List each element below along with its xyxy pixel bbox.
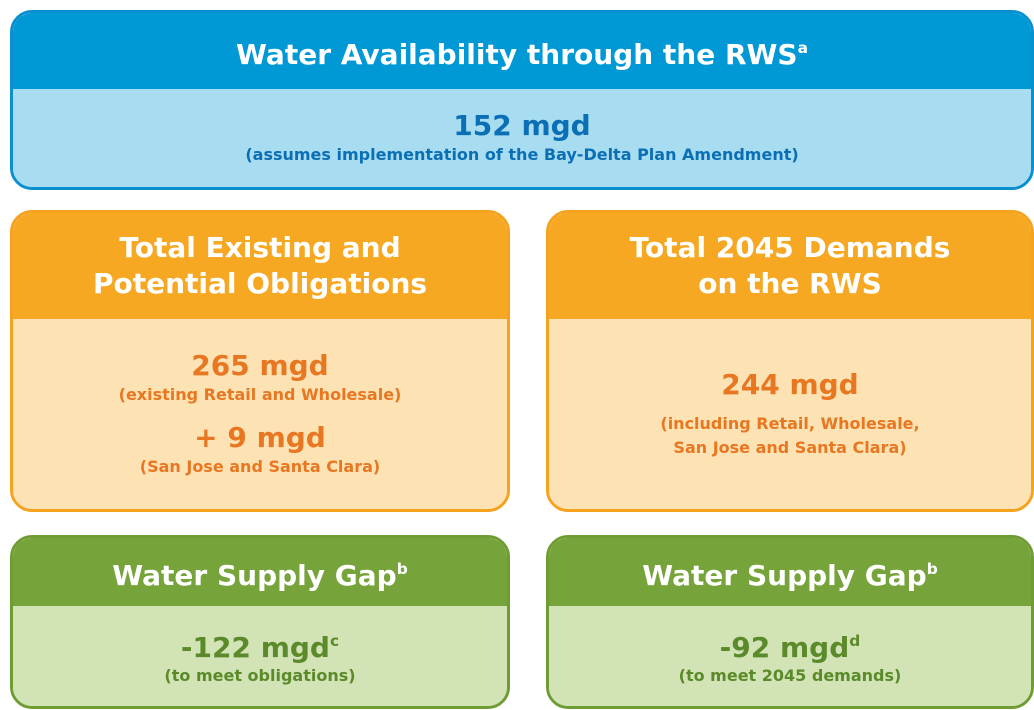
title-line: Potential Obligations [92, 267, 428, 300]
title-text: Water Supply Gap [112, 558, 397, 592]
value-text: -122 mgd [180, 630, 330, 664]
value: -122 mgdc [181, 624, 339, 665]
footnote: d [849, 631, 861, 650]
value: 152 mgd [453, 109, 591, 142]
content: 265 mgd (existing Retail and Wholesale) … [13, 319, 507, 509]
availability-box: Water Availability through the RWSa 152 … [10, 10, 1034, 190]
note: (San Jose and Santa Clara) [139, 457, 381, 476]
title: Water Supply Gapb [642, 551, 937, 594]
note: (assumes implementation of the Bay-Delta… [245, 145, 799, 164]
header: Water Availability through the RWSa [13, 13, 1031, 89]
footnote: b [926, 559, 938, 578]
content: -122 mgdc (to meet obligations) [13, 606, 507, 706]
header: Total 2045 Demands on the RWS [549, 213, 1031, 319]
header: Total Existing and Potential Obligations [13, 213, 507, 319]
note: (to meet 2045 demands) [678, 666, 902, 686]
content: -92 mgdd (to meet 2045 demands) [549, 606, 1031, 706]
note: San Jose and Santa Clara) [673, 438, 907, 457]
title: Water Supply Gapb [112, 551, 407, 594]
title-text: Water Supply Gap [642, 558, 927, 592]
header: Water Supply Gapb [13, 538, 507, 606]
obligations-box: Total Existing and Potential Obligations… [10, 210, 510, 512]
value: + 9 mgd [194, 421, 326, 454]
title-text: Water Availability through the RWS [236, 37, 798, 71]
gap-box: Water Supply Gapb -122 mgdc (to meet obl… [10, 535, 510, 709]
title-line: Total 2045 Demands [629, 231, 951, 264]
content: 244 mgd (including Retail, Wholesale, Sa… [549, 319, 1031, 509]
content: 152 mgd (assumes implementation of the B… [13, 89, 1031, 187]
value-text: -92 mgd [719, 630, 850, 664]
note: (existing Retail and Wholesale) [118, 385, 402, 404]
title-line: on the RWS [698, 267, 882, 300]
title-line: Total Existing and [119, 231, 401, 264]
gap-box: Water Supply Gapb -92 mgdd (to meet 2045… [546, 535, 1034, 709]
value: -92 mgdd [720, 624, 861, 665]
note: (to meet obligations) [164, 666, 356, 686]
value: 244 mgd [721, 368, 859, 401]
title: Water Availability through the RWSa [236, 30, 808, 73]
footnote: c [329, 631, 340, 650]
note: (including Retail, Wholesale, [660, 414, 920, 433]
footnote: a [797, 38, 808, 57]
footnote: b [396, 559, 408, 578]
demands-box: Total 2045 Demands on the RWS 244 mgd (i… [546, 210, 1034, 512]
header: Water Supply Gapb [549, 538, 1031, 606]
value: 265 mgd [191, 349, 329, 382]
